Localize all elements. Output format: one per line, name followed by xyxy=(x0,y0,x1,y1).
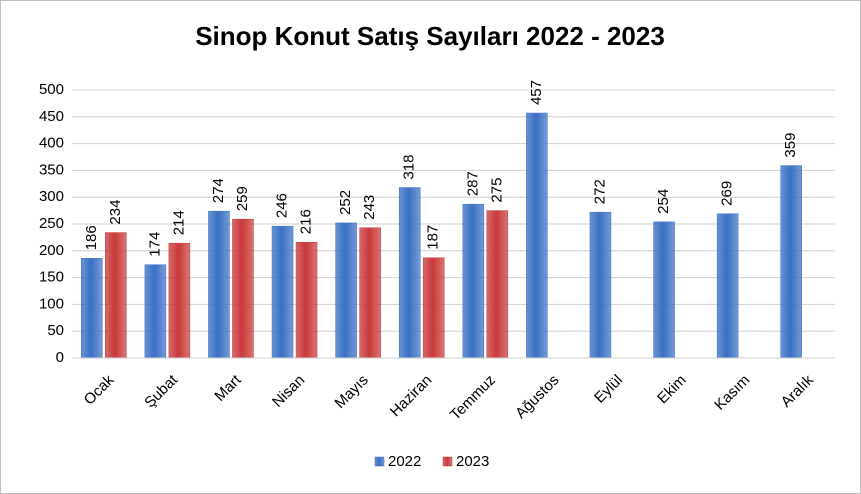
data-label: 269 xyxy=(719,181,736,206)
bar xyxy=(168,243,191,359)
data-label: 272 xyxy=(591,179,608,204)
y-tick-label: 400 xyxy=(39,135,64,152)
data-label: 275 xyxy=(488,178,505,203)
y-tick-label: 250 xyxy=(39,215,64,232)
data-label: 274 xyxy=(210,178,227,203)
data-label: 214 xyxy=(170,210,187,235)
data-label: 254 xyxy=(655,189,672,214)
bar xyxy=(486,210,509,359)
bar xyxy=(295,241,318,359)
data-label: 186 xyxy=(83,225,100,250)
bar xyxy=(780,165,802,359)
legend-label: 2023 xyxy=(456,453,489,470)
data-label: 287 xyxy=(464,171,481,196)
data-label: 359 xyxy=(782,133,799,158)
data-label: 457 xyxy=(528,80,545,105)
bar xyxy=(208,210,230,359)
data-label: 259 xyxy=(234,186,251,211)
data-label: 243 xyxy=(361,195,378,220)
bar xyxy=(462,203,485,359)
legend-label: 2022 xyxy=(388,453,421,470)
data-label: 234 xyxy=(107,200,124,225)
bar xyxy=(144,264,167,359)
bar xyxy=(526,112,548,359)
bar xyxy=(81,258,103,359)
legend-swatch xyxy=(374,456,385,467)
y-tick-label: 300 xyxy=(39,188,64,205)
y-tick-label: 200 xyxy=(39,242,64,259)
bar xyxy=(335,222,357,359)
y-tick-label: 350 xyxy=(39,161,64,178)
y-tick-label: 500 xyxy=(39,81,64,98)
bar xyxy=(105,232,127,359)
bar xyxy=(422,257,445,359)
chart-title: Sinop Konut Satış Sayıları 2022 - 2023 xyxy=(195,21,665,51)
bar xyxy=(653,221,675,359)
data-label: 246 xyxy=(274,193,291,218)
legend-swatch xyxy=(442,456,453,467)
data-label: 187 xyxy=(425,225,442,250)
y-tick-label: 150 xyxy=(39,269,64,286)
y-tick-label: 50 xyxy=(47,322,64,339)
bar xyxy=(232,218,254,359)
y-tick-label: 100 xyxy=(39,295,64,312)
y-tick-label: 0 xyxy=(56,349,64,366)
data-label: 216 xyxy=(298,209,315,234)
bar xyxy=(589,211,612,359)
data-label: 318 xyxy=(401,155,418,180)
y-tick-label: 450 xyxy=(39,108,64,125)
bar xyxy=(271,225,294,359)
bar xyxy=(716,213,739,359)
bar xyxy=(398,187,421,359)
data-label: 252 xyxy=(337,190,354,215)
bar xyxy=(359,227,381,359)
data-label: 174 xyxy=(146,232,163,257)
